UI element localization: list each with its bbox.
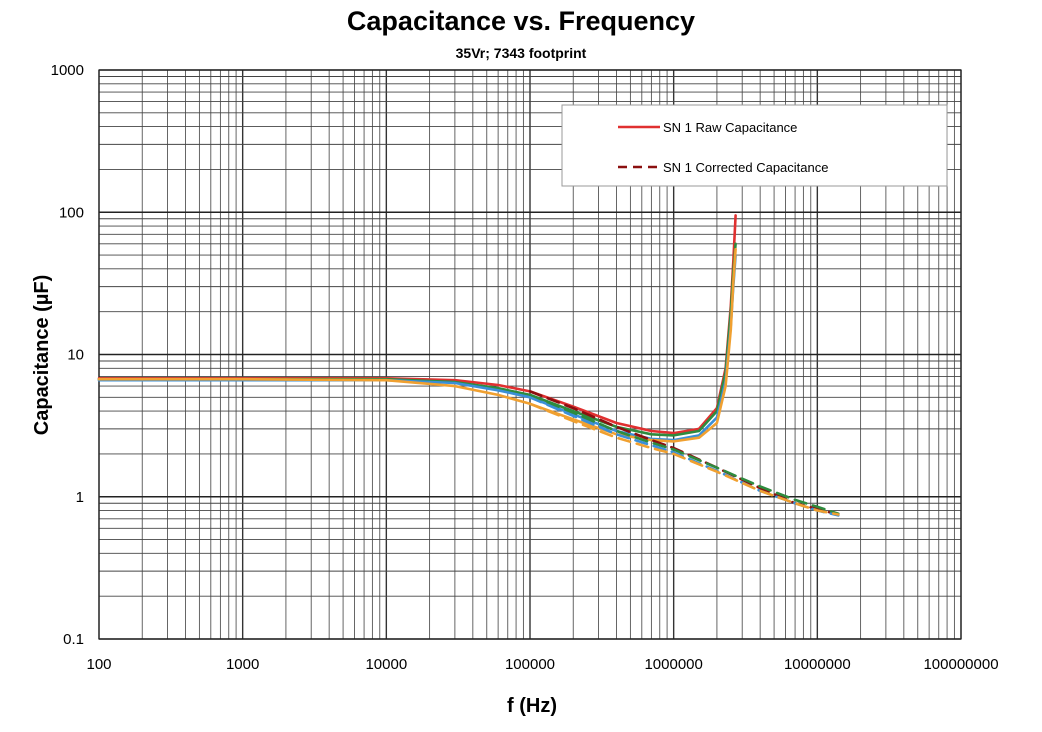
x-tick-label: 1000000 xyxy=(644,656,702,673)
x-tick-label: 10000000 xyxy=(784,656,851,673)
x-tick-label: 100000000 xyxy=(923,656,998,673)
raw-series-line-0 xyxy=(97,214,737,435)
x-tick-label: 100 xyxy=(86,656,111,673)
y-tick-label: 1000 xyxy=(51,62,84,79)
corrected-series-line-7 xyxy=(528,402,840,516)
raw-series-line-3 xyxy=(97,247,737,443)
y-axis-label: Capacitance (µF) xyxy=(31,275,53,435)
x-tick-label: 1000 xyxy=(226,656,259,673)
chart-subtitle: 35Vr; 7343 footprint xyxy=(455,45,587,61)
plot-area-border xyxy=(98,69,962,640)
raw-series-line-1 xyxy=(97,242,737,437)
tick-labels: 100 1000 10000 100000 1000000 10000000 1000000… xyxy=(51,62,999,673)
legend-raw-label: SN 1 Raw Capacitance xyxy=(663,120,797,135)
y-tick-label: 10 xyxy=(67,347,84,364)
x-tick-label: 10000 xyxy=(365,656,407,673)
y-tick-label: 1 xyxy=(76,489,84,506)
raw-series-line-2 xyxy=(97,253,737,442)
corrected-series-line-5 xyxy=(528,393,840,516)
legend-corrected-label: SN 1 Corrected Capacitance xyxy=(663,160,828,175)
y-tick-label: 100 xyxy=(59,204,84,221)
plot-series xyxy=(97,214,840,517)
x-tick-label: 100000 xyxy=(505,656,555,673)
chart-title: Capacitance vs. Frequency xyxy=(346,6,696,36)
x-axis-label: f (Hz) xyxy=(507,695,557,717)
legend-box xyxy=(561,104,948,187)
legend: SN 1 Raw Capacitance SN 1 Corrected Capa… xyxy=(561,104,948,187)
y-tick-label: 0.1 xyxy=(63,631,84,648)
